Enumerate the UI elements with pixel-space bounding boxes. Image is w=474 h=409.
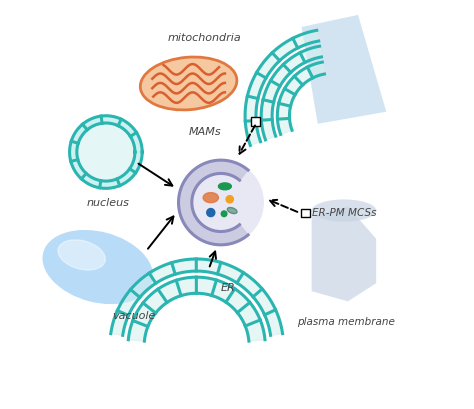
Ellipse shape (311, 200, 376, 222)
Polygon shape (179, 160, 248, 245)
Polygon shape (277, 62, 325, 135)
Text: mitochondria: mitochondria (168, 33, 242, 43)
Ellipse shape (221, 211, 227, 217)
Text: plasma membrane: plasma membrane (297, 317, 395, 328)
Ellipse shape (207, 209, 215, 217)
Ellipse shape (203, 193, 219, 203)
Circle shape (179, 160, 263, 245)
Polygon shape (128, 277, 265, 341)
Bar (301, 209, 310, 218)
Text: nucleus: nucleus (86, 198, 129, 209)
Polygon shape (301, 15, 386, 124)
Ellipse shape (226, 196, 233, 203)
Polygon shape (311, 207, 376, 301)
Text: ER-PM MCSs: ER-PM MCSs (311, 208, 376, 218)
Ellipse shape (43, 230, 153, 304)
Text: MAMs: MAMs (188, 127, 221, 137)
Text: vacuole: vacuole (112, 311, 156, 321)
Polygon shape (245, 30, 319, 146)
Text: ER: ER (221, 283, 236, 293)
Circle shape (70, 116, 142, 189)
Polygon shape (261, 46, 321, 140)
Polygon shape (70, 116, 142, 189)
Polygon shape (111, 259, 283, 335)
Ellipse shape (219, 183, 231, 190)
Bar (251, 117, 260, 126)
Ellipse shape (228, 207, 237, 213)
Ellipse shape (58, 240, 105, 270)
Ellipse shape (140, 57, 237, 110)
